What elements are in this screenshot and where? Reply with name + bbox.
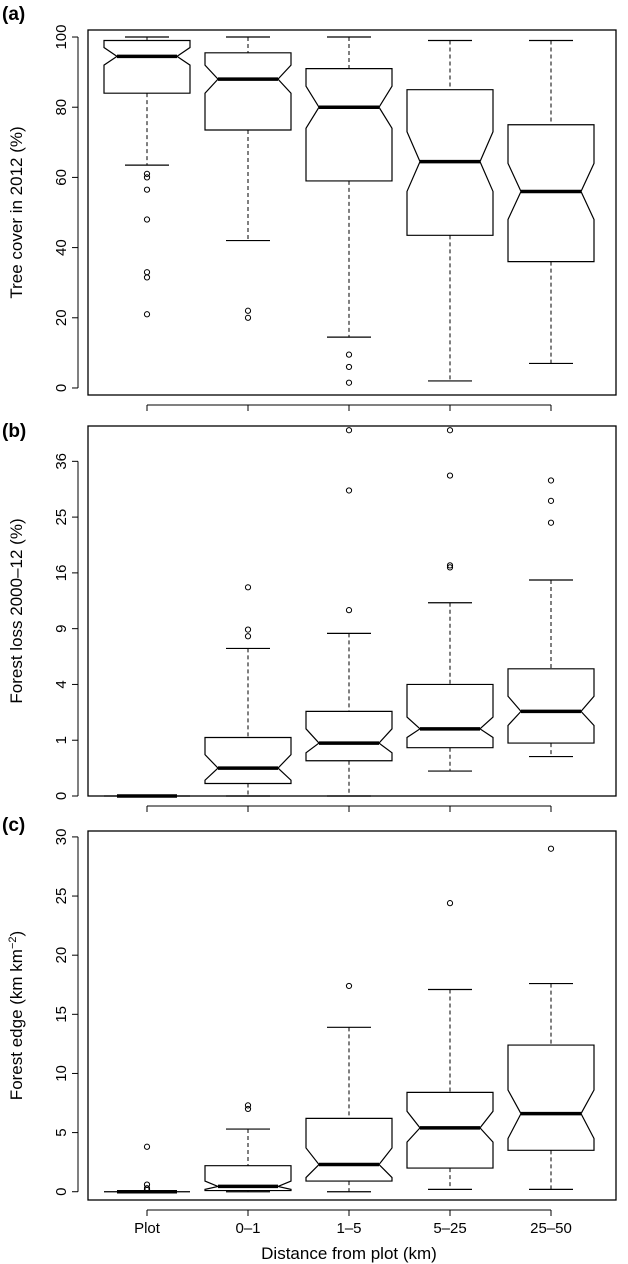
outlier-point — [143, 269, 151, 276]
box-5 — [507, 39, 595, 365]
outlier-point — [143, 1143, 151, 1150]
outlier-point — [143, 1185, 151, 1192]
notched-box — [204, 52, 292, 131]
y-tick-label: 0 — [53, 384, 70, 392]
notched-box — [204, 1165, 292, 1192]
outlier-point — [244, 626, 252, 633]
y-tick-label: 10 — [53, 1065, 70, 1082]
outlier-point — [547, 845, 555, 852]
y-axis-title: Forest loss 2000–12 (%) — [7, 518, 26, 703]
notched-box — [204, 736, 292, 785]
y-tick-label: 0 — [53, 792, 70, 800]
outlier-point — [345, 379, 353, 386]
outlier-point — [143, 216, 151, 223]
y-tick-label: 30 — [53, 829, 70, 846]
box-1 — [104, 1143, 190, 1194]
y-tick-label: 80 — [53, 99, 70, 116]
y-axis-title-suffix: ) — [7, 931, 26, 937]
outlier-point — [143, 1181, 151, 1188]
notched-box — [305, 68, 393, 182]
outlier-point — [143, 170, 151, 177]
outlier-point — [345, 351, 353, 358]
box-1 — [103, 36, 191, 318]
panel-3: (c) 0 5 10 15 20 25 30 Forest edge (km km−2) Plot… — [2, 815, 617, 1263]
y-axis-title-superscript: −2 — [7, 936, 19, 949]
box-4 — [406, 427, 494, 772]
outlier-point — [345, 487, 353, 494]
notched-box — [507, 668, 595, 744]
y-tick-label: 9 — [53, 624, 70, 632]
notched-box — [103, 39, 191, 94]
outlier-point — [244, 584, 252, 591]
outlier-point — [446, 900, 454, 907]
box-3 — [305, 982, 393, 1193]
y-tick-label: 20 — [53, 309, 70, 326]
box-4 — [406, 900, 494, 1190]
outlier-point — [143, 311, 151, 318]
x-tick-label: Plot — [134, 1220, 161, 1237]
box-2 — [204, 584, 292, 797]
y-tick-label: 20 — [53, 947, 70, 964]
outlier-point — [446, 564, 454, 571]
y-tick-label: 60 — [53, 169, 70, 186]
outlier-point — [143, 174, 151, 181]
outlier-point — [547, 477, 555, 484]
outlier-point — [244, 314, 252, 321]
box-2 — [204, 1102, 292, 1193]
box-3 — [305, 427, 393, 797]
outlier-point — [345, 607, 353, 614]
x-tick-label: 0–1 — [235, 1220, 260, 1237]
y-tick-label: 100 — [53, 25, 70, 50]
outlier-point — [446, 562, 454, 569]
panel-label: (c) — [2, 815, 25, 836]
y-tick-label: 0 — [53, 1188, 70, 1196]
x-tick-label: 5–25 — [433, 1220, 466, 1237]
y-tick-label: 4 — [53, 680, 70, 688]
y-tick-label: 36 — [53, 453, 70, 470]
x-tick-label: 1–5 — [336, 1220, 361, 1237]
y-tick-label: 16 — [53, 565, 70, 582]
plot-frame — [87, 29, 617, 396]
box-4 — [406, 39, 494, 382]
y-tick-label: 5 — [53, 1128, 70, 1136]
box-3 — [305, 36, 393, 386]
plot-frame — [87, 830, 617, 1201]
outlier-point — [143, 274, 151, 281]
outlier-point — [345, 982, 353, 990]
box-5 — [507, 477, 595, 758]
outlier-point — [143, 186, 151, 193]
notched-box — [406, 1091, 494, 1169]
y-tick-label: 40 — [53, 239, 70, 256]
x-tick-label: 25–50 — [530, 1220, 572, 1237]
notched-box — [507, 124, 595, 263]
panel-1: (a) 0 20 40 60 80 100 Tree cover in 2012 (%) — [2, 4, 617, 411]
y-tick-label: 25 — [53, 509, 70, 526]
outlier-point — [244, 1105, 252, 1113]
outlier-point — [446, 427, 454, 434]
outlier-point — [345, 427, 353, 434]
outlier-point — [547, 497, 555, 504]
panel-2: (b) 0 1 4 9 16 25 36 Forest loss 2000–12 (%) — [2, 421, 617, 812]
outlier-point — [244, 633, 252, 640]
y-tick-label: 15 — [53, 1006, 70, 1023]
box-5 — [507, 845, 595, 1190]
outlier-point — [244, 307, 252, 314]
outlier-point — [244, 1102, 252, 1109]
outlier-point — [547, 519, 555, 526]
y-tick-label: 1 — [53, 736, 70, 744]
x-axis-title: Distance from plot (km) — [261, 1244, 437, 1263]
y-axis-title: Tree cover in 2012 (%) — [7, 126, 26, 298]
panel-label: (a) — [2, 4, 25, 25]
y-tick-label: 25 — [53, 888, 70, 905]
outlier-point — [446, 472, 454, 479]
notched-box — [305, 1117, 393, 1182]
box-2 — [204, 36, 292, 321]
panel-label: (b) — [2, 421, 26, 442]
y-axis-title: Forest edge (km km−2) — [7, 931, 26, 1100]
notched-box — [305, 710, 393, 762]
notched-box — [406, 683, 494, 749]
outlier-point — [345, 363, 353, 371]
notched-box — [507, 1044, 595, 1151]
